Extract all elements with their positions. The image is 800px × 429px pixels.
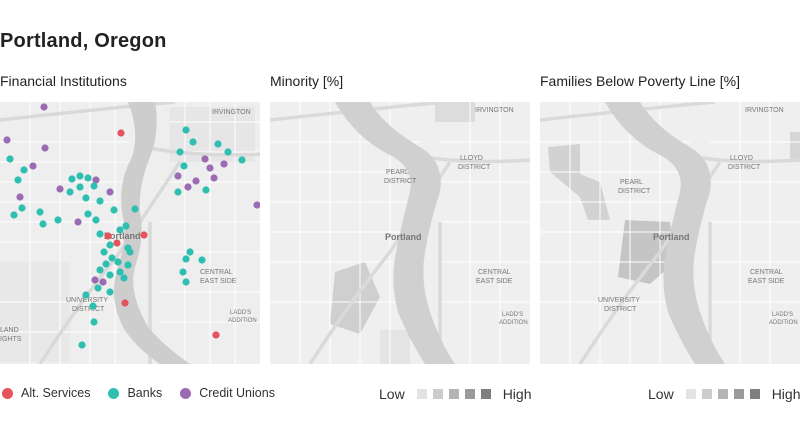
legend-alt-services: Alt. Services (2, 386, 90, 400)
map-minority[interactable]: IRVINGTON Portland PEARL DISTRICT LLOYD … (270, 102, 530, 364)
scale-low-label: Low (648, 386, 674, 402)
scale-swatch-1 (416, 389, 427, 399)
svg-text:PEARL: PEARL (386, 169, 409, 176)
scale-swatch-1 (685, 389, 696, 399)
scale-swatch-3 (448, 389, 459, 399)
scale-high-label: High (771, 386, 800, 402)
svg-text:IGHTS: IGHTS (0, 336, 22, 343)
alt-services-swatch (2, 387, 13, 399)
svg-text:LADD'S: LADD'S (502, 312, 523, 318)
legend-banks-label: Banks (127, 386, 163, 400)
svg-text:DISTRICT: DISTRICT (604, 306, 637, 313)
svg-text:EAST SIDE: EAST SIDE (476, 278, 513, 285)
svg-text:EAST SIDE: EAST SIDE (748, 278, 785, 285)
legend-banks: Banks (108, 386, 162, 400)
svg-text:CENTRAL: CENTRAL (750, 269, 783, 276)
scale-swatch-5 (480, 389, 491, 399)
svg-text:LADD'S: LADD'S (230, 310, 251, 316)
svg-text:DISTRICT: DISTRICT (728, 164, 761, 171)
svg-text:LADD'S: LADD'S (772, 312, 793, 318)
map-poverty[interactable]: IRVINGTON Portland PEARL DISTRICT LLOYD … (540, 102, 800, 364)
scale-swatch-4 (733, 389, 744, 399)
poverty-scale: Low High (648, 386, 800, 402)
svg-text:Portland: Portland (653, 232, 690, 242)
svg-text:IRVINGTON: IRVINGTON (475, 107, 514, 114)
panel-title-financial-institutions: Financial Institutions (0, 73, 127, 89)
svg-text:DISTRICT: DISTRICT (618, 188, 651, 195)
svg-text:LAND: LAND (0, 327, 19, 334)
scale-swatch-2 (701, 389, 712, 399)
svg-text:CENTRAL: CENTRAL (478, 269, 511, 276)
svg-text:LLOYD: LLOYD (730, 155, 753, 162)
svg-text:DISTRICT: DISTRICT (458, 164, 491, 171)
map-financial-institutions[interactable]: IRVINGTON Portland CENTRAL EAST SIDE UNI… (0, 102, 260, 364)
legend-credit-unions: Credit Unions (180, 386, 275, 400)
svg-text:ADDITION: ADDITION (769, 320, 798, 326)
minority-scale: Low High (379, 386, 531, 402)
svg-text:UNIVERSITY: UNIVERSITY (598, 297, 640, 304)
svg-text:Portland: Portland (104, 231, 141, 241)
svg-text:ADDITION: ADDITION (499, 320, 528, 326)
scale-high-label: High (502, 386, 532, 402)
legend-credit-unions-label: Credit Unions (199, 386, 275, 400)
svg-text:UNIVERSITY: UNIVERSITY (66, 297, 108, 304)
banks-swatch (108, 387, 120, 399)
credit-unions-swatch (180, 387, 192, 399)
svg-text:ADDITION: ADDITION (228, 318, 257, 324)
svg-text:IRVINGTON: IRVINGTON (212, 109, 251, 116)
svg-text:PEARL: PEARL (620, 179, 643, 186)
scale-swatch-3 (717, 389, 728, 399)
svg-text:Portland: Portland (385, 232, 422, 242)
scale-swatch-5 (749, 389, 760, 399)
panel-title-minority: Minority [%] (270, 73, 344, 89)
institutions-legend: Alt. Services Banks Credit Unions (2, 386, 293, 400)
page-title: Portland, Oregon (0, 30, 167, 52)
svg-text:LLOYD: LLOYD (460, 155, 483, 162)
scale-swatch-4 (464, 389, 475, 399)
svg-text:IRVINGTON: IRVINGTON (745, 107, 784, 114)
svg-text:EAST SIDE: EAST SIDE (200, 278, 237, 285)
scale-swatch-2 (432, 389, 443, 399)
svg-text:CENTRAL: CENTRAL (200, 269, 233, 276)
svg-text:DISTRICT: DISTRICT (72, 306, 105, 313)
panel-title-poverty: Families Below Poverty Line [%] (540, 73, 740, 89)
scale-low-label: Low (379, 386, 405, 402)
svg-text:DISTRICT: DISTRICT (384, 178, 417, 185)
legend-alt-services-label: Alt. Services (21, 386, 91, 400)
